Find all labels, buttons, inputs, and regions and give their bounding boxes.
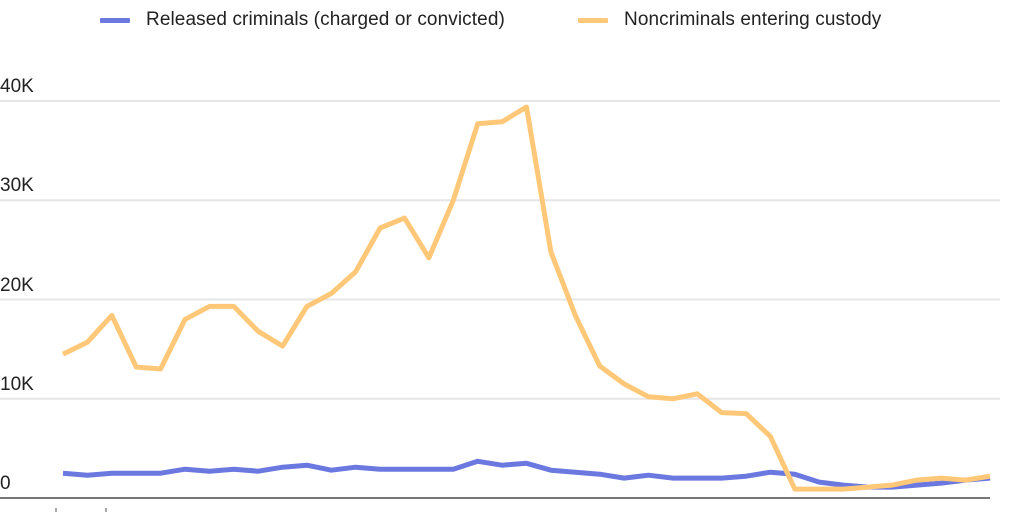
- legend-swatch-noncriminal: [578, 17, 608, 23]
- legend-label-noncriminal: Noncriminals entering custody: [624, 9, 882, 30]
- gridlines: [0, 100, 1000, 400]
- series-line-released: [62, 458, 991, 490]
- legend-label-released: Released criminals (charged or convicted…: [146, 9, 505, 30]
- legend-item-noncriminal: Noncriminals entering custody: [578, 6, 881, 34]
- y-tick-label: 10K: [0, 373, 34, 395]
- y-tick-label: 30K: [0, 175, 34, 197]
- legend-item-released: Released criminals (charged or convicted…: [100, 6, 505, 34]
- y-tick-label: 0: [0, 473, 11, 494]
- legend: Released criminals (charged or convicted…: [0, 6, 1024, 34]
- series-line-noncriminal: [61, 104, 991, 492]
- legend-swatch-released: [100, 17, 130, 23]
- y-tick-label: 20K: [0, 274, 34, 296]
- y-tick-label: 40K: [0, 76, 34, 97]
- x-axis-tickmarks: [55, 508, 107, 512]
